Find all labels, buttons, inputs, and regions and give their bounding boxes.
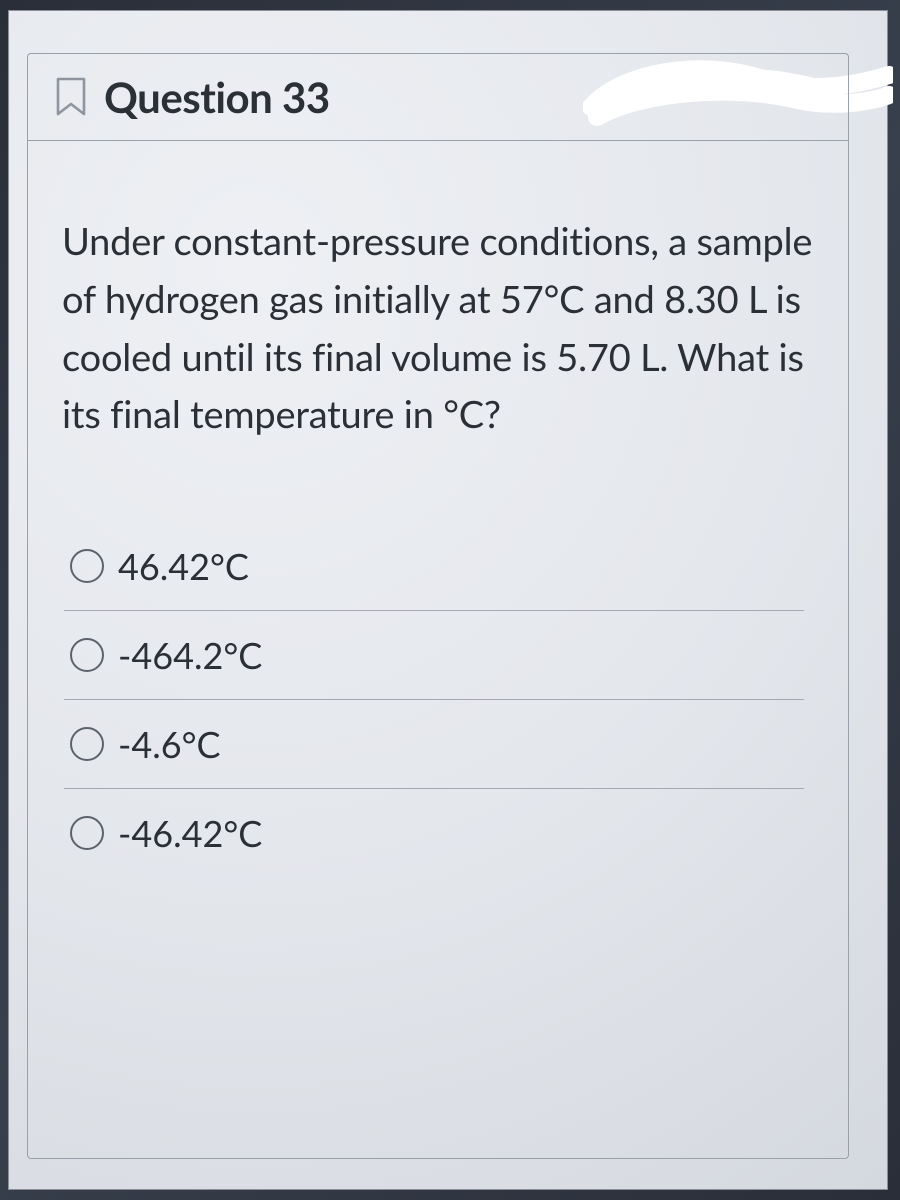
radio-unchecked-icon xyxy=(70,638,104,672)
answer-option[interactable]: -464.2°C xyxy=(64,611,804,700)
answer-option-label: 46.42°C xyxy=(118,544,249,588)
question-number: Question 33 xyxy=(104,72,330,122)
question-card: Question 33 Under constant-pressure cond… xyxy=(27,53,849,1159)
radio-unchecked-icon xyxy=(70,727,104,761)
answer-option[interactable]: -46.42°C xyxy=(64,789,804,877)
radio-unchecked-icon xyxy=(70,549,104,583)
question-body: Under constant-pressure conditions, a sa… xyxy=(28,141,848,1158)
answer-options: 46.42°C -464.2°C -4.6°C -46.42°C xyxy=(62,522,814,877)
question-header: Question 33 xyxy=(28,54,848,141)
answer-option-label: -464.2°C xyxy=(118,633,262,677)
bookmark-flag-icon[interactable] xyxy=(54,76,88,118)
answer-option[interactable]: 46.42°C xyxy=(64,522,804,611)
device-frame: Question 33 Under constant-pressure cond… xyxy=(0,0,900,1200)
radio-unchecked-icon xyxy=(70,816,104,850)
question-prompt: Under constant-pressure conditions, a sa… xyxy=(62,213,814,444)
answer-option-label: -46.42°C xyxy=(118,811,262,855)
answer-option-label: -4.6°C xyxy=(118,722,221,766)
answer-option[interactable]: -4.6°C xyxy=(64,700,804,789)
screen: Question 33 Under constant-pressure cond… xyxy=(8,10,888,1190)
